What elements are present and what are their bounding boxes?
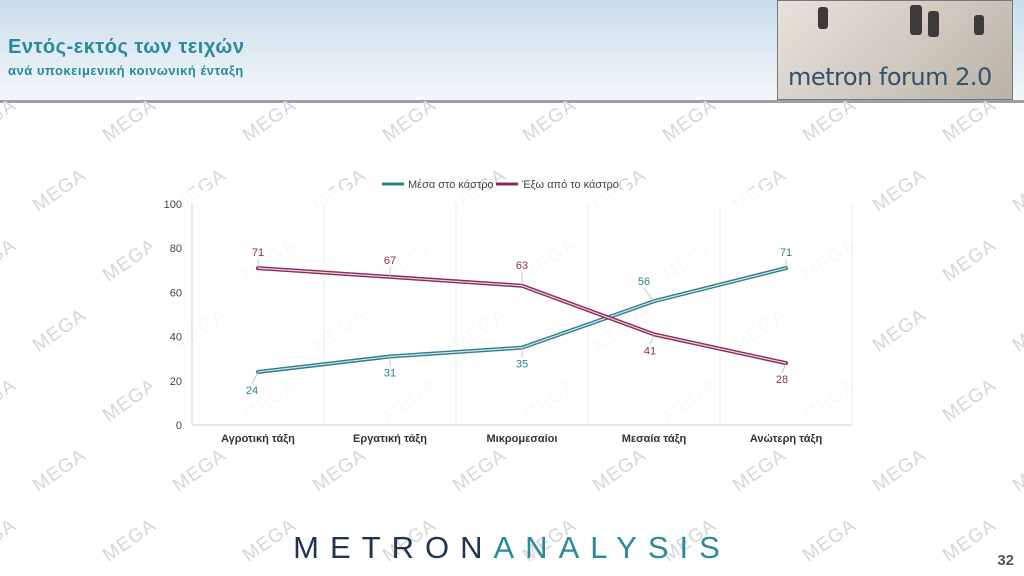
- y-tick-label: 60: [170, 287, 182, 299]
- data-label: 31: [384, 367, 396, 379]
- figure-silhouette: [910, 5, 922, 35]
- y-tick-label: 0: [176, 420, 182, 432]
- page-title: Εντός-εκτός των τειχών: [8, 36, 245, 58]
- figure-silhouette: [928, 11, 939, 37]
- x-tick-label: Μεσαία τάξη: [622, 433, 687, 445]
- data-label: 28: [776, 374, 788, 386]
- logo-text: metron forum 2.0: [788, 63, 992, 91]
- data-label: 71: [780, 247, 792, 259]
- x-tick-label: Αγροτική τάξη: [221, 433, 295, 445]
- legend-label-2: Έξω από το κάστρο: [521, 179, 619, 191]
- x-tick-label: Εργατική τάξη: [353, 433, 427, 445]
- data-label: 63: [516, 260, 528, 272]
- plot-background: [152, 190, 862, 450]
- legend-label-1: Μέσα στο κάστρο: [408, 179, 494, 191]
- figure-silhouette: [974, 15, 984, 35]
- y-tick-label: 40: [170, 332, 182, 344]
- leader-line: [649, 334, 655, 345]
- brand-part-1: METRON: [293, 530, 494, 565]
- y-tick-label: 100: [164, 199, 182, 211]
- data-label: 67: [384, 255, 396, 267]
- data-label: 71: [252, 247, 264, 259]
- page-subtitle: ανά υποκειμενική κοινωνική ένταξη: [8, 63, 244, 78]
- leader-line: [251, 371, 259, 385]
- y-tick-label: 20: [170, 376, 182, 388]
- x-tick-label: Ανώτερη τάξη: [750, 433, 823, 445]
- header-divider: [0, 100, 1024, 103]
- y-tick-label: 80: [170, 243, 182, 255]
- leader-line: [781, 362, 787, 374]
- brand-part-2: ANALYSIS: [493, 530, 731, 565]
- metron-forum-logo: metron forum 2.0: [777, 0, 1013, 100]
- figure-silhouette: [818, 7, 828, 29]
- leader-line: [643, 287, 655, 302]
- data-label: 41: [644, 345, 656, 357]
- brand-logo: METRONANALYSIS: [0, 530, 1024, 566]
- data-label: 56: [638, 276, 650, 288]
- x-tick-label: Μικρομεσαίοι: [487, 433, 558, 445]
- data-label: 24: [246, 385, 258, 397]
- data-label: 35: [516, 359, 528, 371]
- page-number: 32: [997, 552, 1014, 569]
